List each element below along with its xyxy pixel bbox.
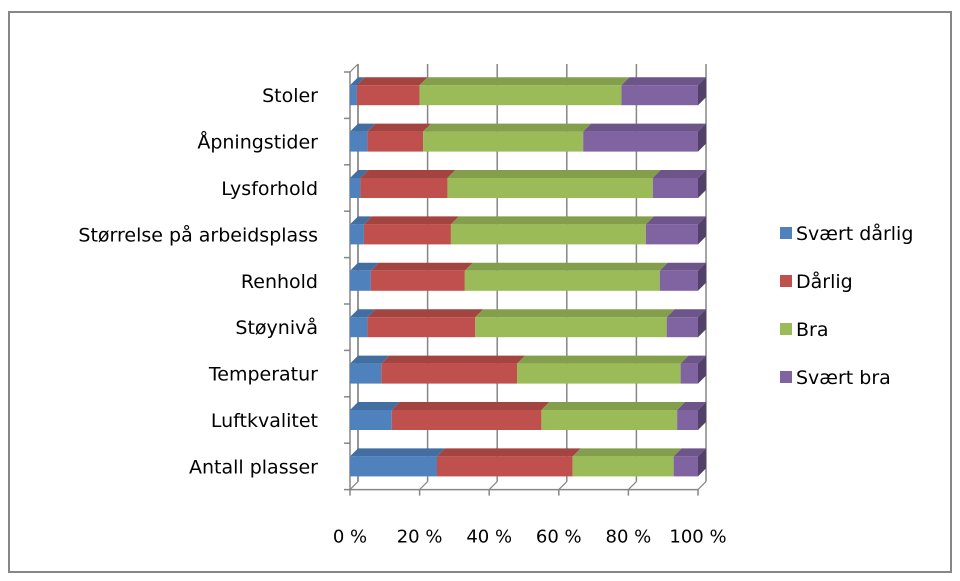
bar-segment: [363, 216, 459, 245]
legend-swatch: [780, 371, 792, 383]
bar-segment: [350, 170, 369, 198]
floor-gridline: [419, 481, 429, 491]
x-tick-labels: 0 % 20 % 40 % 60 % 80 % 100 %: [333, 527, 727, 548]
bar-segment: [350, 262, 379, 291]
bar-segment: [659, 262, 706, 291]
x-tick-label: 100 %: [669, 527, 726, 548]
bar-segment: [350, 355, 390, 384]
category-label: Luftkvalitet: [211, 410, 318, 432]
category-label: Størrelse på arbeidsplass: [78, 223, 318, 246]
bar-segment: [673, 448, 706, 477]
category-label: Temperatur: [208, 364, 318, 386]
bar-segment: [652, 170, 706, 198]
bar-segment: [517, 355, 689, 384]
legend-item: Dårlig: [780, 270, 853, 293]
axis-corner: [349, 63, 359, 73]
bar-segment: [680, 355, 706, 384]
legend-swatch: [780, 227, 792, 239]
bar-segment: [350, 216, 372, 245]
x-tick-label: 20 %: [397, 527, 443, 548]
bar-segment: [621, 77, 706, 106]
x-tick-label: 40 %: [466, 527, 512, 548]
bar-segment: [367, 123, 432, 152]
category-label: Stoler: [262, 85, 318, 107]
floor-gridline: [488, 481, 498, 491]
category-label: Renhold: [241, 271, 318, 293]
category-label: Lysforhold: [221, 178, 318, 200]
bar-segment: [419, 77, 630, 106]
bar-segment: [360, 170, 456, 198]
bar-segment: [666, 309, 706, 338]
bar-segment: [572, 448, 682, 477]
legend-label: Svært bra: [796, 367, 891, 389]
x-tick-label: 0 %: [333, 527, 367, 548]
bar-segment: [583, 123, 706, 152]
category-label: Antall plasser: [189, 456, 318, 478]
bar-segment: [645, 216, 706, 245]
category-label: Åpningstider: [197, 131, 318, 154]
bar-segment: [437, 448, 581, 477]
bar-segment: [464, 262, 668, 291]
bar-segment: [423, 123, 592, 152]
bar-segment: [450, 216, 654, 245]
bar-segment: [370, 262, 473, 291]
bar-segment: [541, 402, 686, 430]
bar-segment: [350, 309, 376, 338]
category-labels: Stoler Åpningstider Lysforhold Størrelse på…: [78, 85, 318, 478]
legend-label: Bra: [796, 319, 829, 341]
chart-border: [8, 11, 952, 573]
bar-segment: [350, 123, 376, 152]
legend-item: Svært dårlig: [780, 222, 913, 245]
legend: Svært dårlig Dårlig Bra Svært bra: [780, 222, 913, 389]
floor-gridline: [349, 481, 359, 491]
bars: [350, 77, 706, 477]
legend-label: Dårlig: [796, 270, 853, 293]
legend-label: Svært dårlig: [796, 222, 913, 245]
floor-gridline: [558, 481, 568, 491]
legend-item: Svært bra: [780, 367, 891, 389]
bar-segment: [367, 309, 484, 338]
bar-segment: [350, 77, 365, 106]
bar-segment: [350, 402, 400, 430]
bar-segment: [381, 355, 526, 384]
legend-swatch: [780, 323, 792, 335]
bar-segment: [447, 170, 661, 198]
floor-gridline: [697, 481, 707, 491]
bar-segment: [475, 309, 675, 338]
bar-segment: [350, 448, 445, 477]
bar-segment: [356, 77, 428, 106]
floor-gridline: [627, 481, 637, 491]
legend-item: Bra: [780, 319, 829, 341]
legend-swatch: [780, 275, 792, 287]
x-tick-label: 60 %: [536, 527, 582, 548]
bar-segment: [677, 402, 706, 430]
bar-segment: [391, 402, 550, 430]
category-label: Støynivå: [235, 316, 318, 339]
x-tick-label: 80 %: [606, 527, 652, 548]
